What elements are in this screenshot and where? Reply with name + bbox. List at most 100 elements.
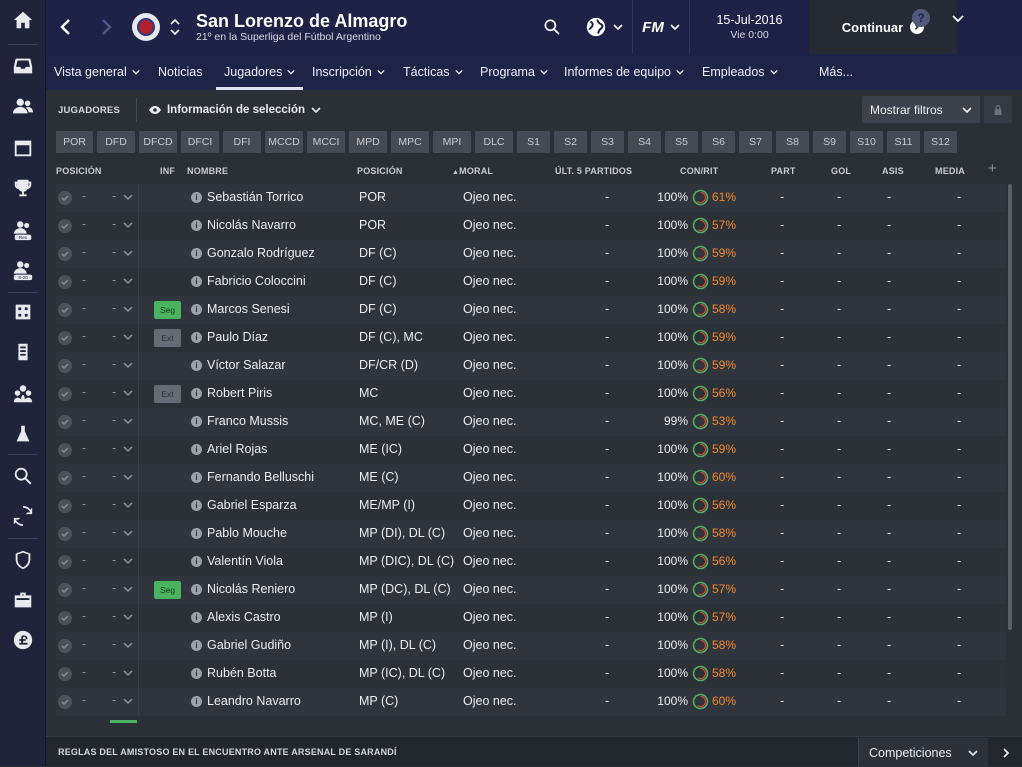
chevron-down-icon[interactable]	[123, 334, 133, 341]
next-news-button[interactable]	[990, 738, 1022, 767]
selection-slot[interactable]: -	[82, 553, 87, 567]
chevron-down-icon[interactable]	[123, 194, 133, 201]
position-chip[interactable]: MCCD	[265, 131, 303, 153]
selection-role[interactable]: -	[112, 469, 117, 483]
selection-role[interactable]: -	[112, 581, 117, 595]
info-icon[interactable]: i	[191, 332, 202, 343]
col-posicion-natural[interactable]: POSICIÓN	[357, 166, 403, 176]
status-badge[interactable]: Seg	[154, 301, 181, 319]
selection-slot[interactable]: -	[82, 525, 87, 539]
fm-menu-button[interactable]: FM	[633, 0, 689, 54]
medical-icon[interactable]	[0, 414, 46, 454]
selection-role[interactable]: -	[112, 665, 117, 679]
chevron-down-icon[interactable]	[123, 306, 133, 313]
check-icon[interactable]	[58, 303, 72, 317]
info-icon[interactable]: i	[191, 192, 202, 203]
table-row[interactable]: - - i Víctor Salazar DF/CR (D) Ojeo nec. - 100%…	[56, 352, 1006, 380]
check-icon[interactable]	[58, 639, 72, 653]
col-nombre[interactable]: NOMBRE	[187, 166, 229, 176]
chevron-down-icon[interactable]	[123, 614, 133, 621]
table-row[interactable]: - - i Nicolás Navarro POR Ojeo nec. - 100% 57% - -…	[56, 212, 1006, 240]
club-switcher[interactable]	[164, 17, 186, 37]
position-chip[interactable]: S3	[591, 131, 624, 153]
tab-1[interactable]: Noticias	[150, 54, 210, 90]
chevron-down-icon[interactable]	[123, 446, 133, 453]
selection-slot[interactable]: -	[82, 609, 87, 623]
table-row[interactable]: - - i Rubén Botta MP (IC), DL (C) Ojeo nec. - 1…	[56, 660, 1006, 688]
view-selector[interactable]: Información de selección	[148, 104, 321, 116]
table-row[interactable]: - - i Gabriel Gudiño MP (I), DL (C) Ojeo nec.…	[56, 632, 1006, 660]
search-icon[interactable]	[0, 456, 46, 496]
status-badge[interactable]: Ext	[154, 385, 181, 403]
selection-slot[interactable]: -	[82, 413, 87, 427]
table-row[interactable]: - - i Leandro Navarro MP (C) Ojeo nec. - 100% 60…	[56, 688, 1006, 716]
selection-role[interactable]: -	[112, 189, 117, 203]
chevron-down-icon[interactable]	[123, 474, 133, 481]
staff-icon[interactable]	[0, 374, 46, 414]
position-chip[interactable]: POR	[56, 131, 93, 153]
inbox-icon[interactable]	[0, 46, 46, 86]
continue-button[interactable]: Continuar	[809, 0, 957, 54]
col-conrit[interactable]: CON/RIT	[680, 166, 719, 176]
info-icon[interactable]: i	[191, 304, 202, 315]
col-part[interactable]: PART	[771, 166, 796, 176]
finances-icon[interactable]	[0, 620, 46, 660]
tab-0[interactable]: Vista general	[46, 54, 148, 90]
selection-slot[interactable]: -	[82, 245, 87, 259]
info-icon[interactable]: i	[191, 500, 202, 511]
selection-slot[interactable]: -	[82, 301, 87, 315]
player-name[interactable]: Víctor Salazar	[207, 358, 286, 372]
tab-5[interactable]: Programa	[472, 54, 556, 90]
selection-role[interactable]: -	[112, 217, 117, 231]
chevron-down-icon[interactable]	[123, 698, 133, 705]
position-chip[interactable]: S9	[813, 131, 846, 153]
selection-slot[interactable]: -	[82, 273, 87, 287]
training-icon[interactable]	[0, 332, 46, 372]
check-icon[interactable]	[58, 443, 72, 457]
chevron-down-icon[interactable]	[123, 586, 133, 593]
player-name[interactable]: Gabriel Gudiño	[207, 638, 292, 652]
chevron-down-icon[interactable]	[123, 278, 133, 285]
check-icon[interactable]	[58, 247, 72, 261]
back-button[interactable]	[46, 0, 86, 54]
position-chip[interactable]: S1	[517, 131, 550, 153]
selection-slot[interactable]: -	[82, 217, 87, 231]
player-name[interactable]: Nicolás Reniero	[207, 582, 296, 596]
table-row[interactable]: - - i Alexis Castro MP (I) Ojeo nec. - 100% 57% -…	[56, 604, 1006, 632]
tab-2[interactable]: Jugadores	[216, 54, 304, 90]
player-name[interactable]: Gabriel Esparza	[207, 498, 297, 512]
info-icon[interactable]: i	[191, 472, 202, 483]
squad-icon[interactable]	[0, 86, 46, 126]
status-badge[interactable]: Ext	[154, 329, 181, 347]
position-chip[interactable]: DFI	[223, 131, 261, 153]
col-posicion[interactable]: POSICIÓN	[56, 166, 102, 176]
news-ticker[interactable]: REGLAS DEL AMISTOSO EN EL ENCUENTRO ANTE…	[58, 747, 397, 757]
position-chip[interactable]: S5	[665, 131, 698, 153]
info-icon[interactable]: i	[191, 220, 202, 231]
calendar-icon[interactable]	[0, 128, 46, 168]
selection-slot[interactable]: -	[82, 329, 87, 343]
selection-slot[interactable]: -	[82, 189, 87, 203]
search-button[interactable]	[528, 0, 576, 54]
chevron-down-icon[interactable]	[123, 558, 133, 565]
info-icon[interactable]: i	[191, 528, 202, 539]
player-name[interactable]: Fabricio Coloccini	[207, 274, 306, 288]
selection-slot[interactable]: -	[82, 693, 87, 707]
selection-slot[interactable]: -	[82, 665, 87, 679]
selection-slot[interactable]: -	[82, 581, 87, 595]
chevron-down-icon[interactable]	[952, 12, 964, 24]
tab-3[interactable]: Inscripción	[304, 54, 393, 90]
club-icon[interactable]	[0, 540, 46, 580]
info-icon[interactable]: i	[191, 276, 202, 287]
chevron-down-icon[interactable]	[123, 418, 133, 425]
selection-slot[interactable]: -	[82, 357, 87, 371]
check-icon[interactable]	[58, 331, 72, 345]
club-info[interactable]: San Lorenzo de Almagro 21º en la Superli…	[196, 11, 526, 44]
date-display[interactable]: 15-Jul-2016 Vie 0:00	[689, 0, 809, 54]
tactics-icon[interactable]	[0, 292, 46, 332]
selection-role[interactable]: -	[112, 413, 117, 427]
check-icon[interactable]	[58, 191, 72, 205]
table-row[interactable]: - - Seg i Marcos Senesi DF (C) Ojeo nec. - 100% 5…	[56, 296, 1006, 324]
table-row[interactable]: - - i Pablo Mouche MP (DI), DL (C) Ojeo nec. -…	[56, 520, 1006, 548]
info-icon[interactable]: i	[191, 248, 202, 259]
